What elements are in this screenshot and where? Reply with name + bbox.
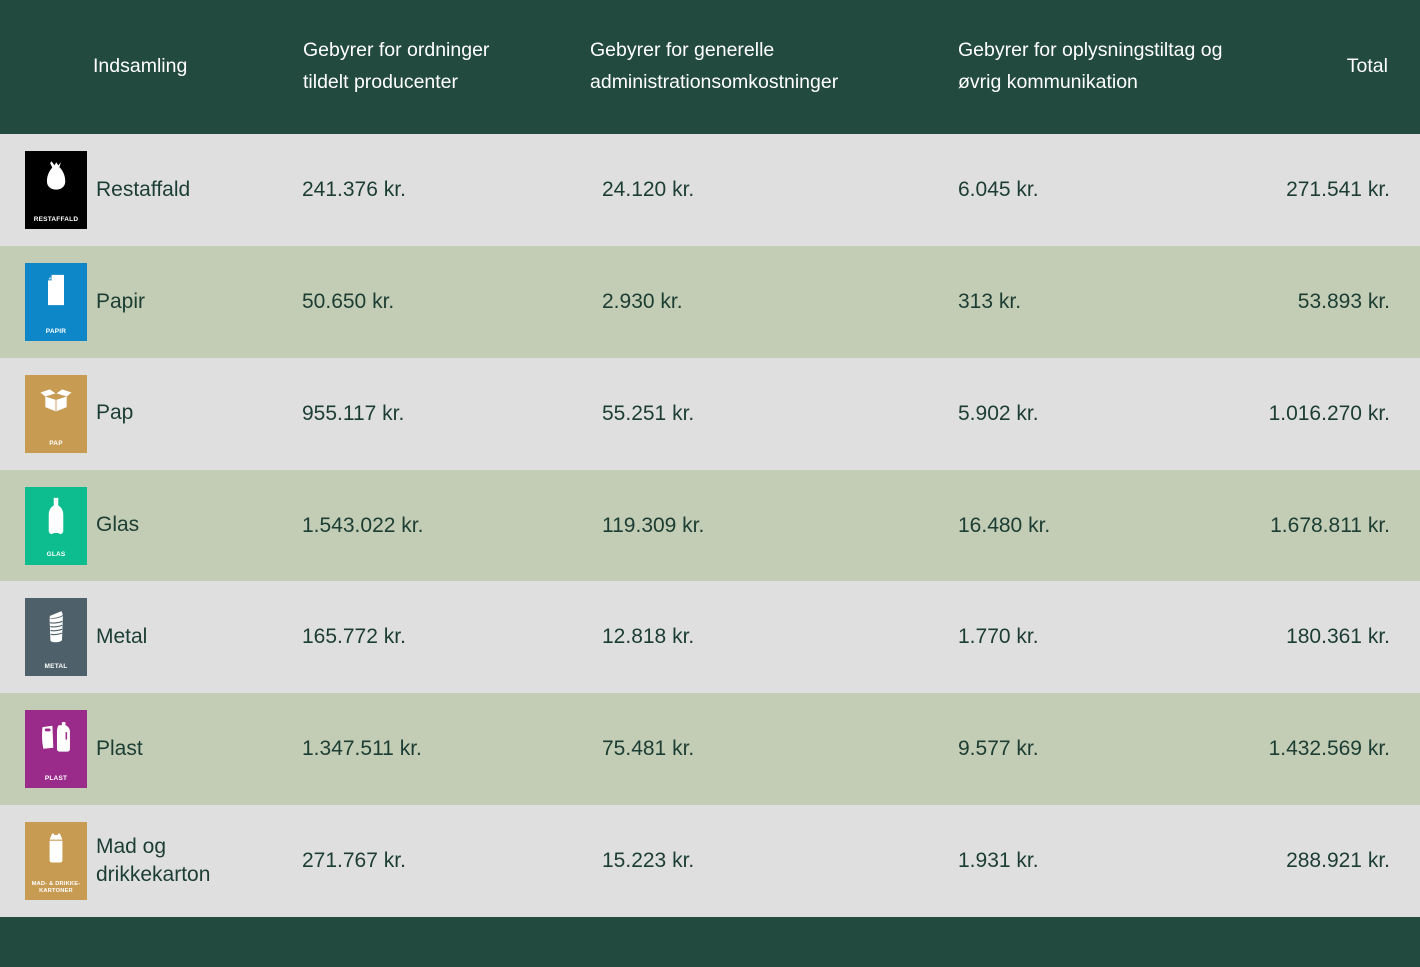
total-cell: 1.432.569 kr. (1268, 737, 1390, 761)
column-header-ordninger: Gebyrer for ordninger tildelt producente… (290, 0, 575, 134)
pictogram-label: RESTAFFALD (33, 215, 79, 223)
total-cell: 53.893 kr. (1297, 289, 1390, 313)
restaffald-waste-bag-icon: RESTAFFALD (25, 150, 87, 229)
fee-ordninger-cell: 271.767 kr. (302, 849, 406, 873)
material-cell: PLAST Plast (0, 693, 290, 805)
fee-ordninger-cell: 955.117 kr. (302, 401, 405, 425)
fee-oplysning-cell: 6.045 kr. (958, 177, 1039, 201)
fee-oplysning-cell: 1.931 kr. (958, 849, 1039, 873)
fee-ordninger-cell: 1.543.022 kr. (302, 513, 424, 537)
karton-milk-carton-icon: MAD- & DRIKKE-KARTONER (25, 822, 87, 901)
material-name: Papir (96, 289, 146, 313)
pictogram-label: MAD- & DRIKKE-KARTONER (31, 880, 81, 894)
material-cell: MAD- & DRIKKE-KARTONER Mad og drikkekart… (0, 805, 290, 917)
fee-ordninger-cell: 241.376 kr. (302, 177, 406, 201)
pap-cardboard-box-icon: PAP (25, 374, 87, 453)
fee-ordninger-cell: 50.650 kr. (302, 289, 395, 313)
total-cell: 1.678.811 kr. (1270, 513, 1390, 537)
material-name: Restaffald (96, 177, 191, 201)
total-cell: 180.361 kr. (1286, 625, 1390, 649)
material-name: Metal (96, 625, 148, 649)
column-header-label: Gebyrer for generelle administrationsomk… (590, 39, 839, 93)
fee-admin-cell: 12.818 kr. (602, 625, 695, 649)
fee-ordninger-cell: 1.347.511 kr. (302, 737, 422, 761)
column-header-label: Gebyrer for ordninger tildelt producente… (303, 39, 490, 93)
column-header-total: Total (1225, 0, 1420, 134)
fee-oplysning-cell: 1.770 kr. (958, 625, 1039, 649)
column-header-label: Gebyrer for oplysningstiltag og øvrig ko… (958, 39, 1223, 93)
fee-ordninger-cell: 165.772 kr. (302, 625, 406, 649)
material-cell: METAL Metal (0, 581, 290, 693)
column-header-label: Indsamling (93, 55, 188, 78)
pictogram-label: METAL (44, 663, 68, 671)
table-row-plast: PLAST Plast 1.347.511 kr. 75.481 kr. 9.5… (0, 693, 1420, 806)
footer-bar (0, 917, 1420, 967)
pictogram-label: GLAS (46, 551, 66, 559)
fee-admin-cell: 75.481 kr. (602, 737, 695, 761)
fee-admin-cell: 55.251 kr. (602, 401, 695, 425)
fee-oplysning-cell: 16.480 kr. (958, 513, 1051, 537)
material-cell: PAP Pap (0, 358, 290, 470)
fee-admin-cell: 2.930 kr. (602, 289, 683, 313)
column-header-indsamling: Indsamling (0, 0, 290, 134)
plast-plastic-containers-icon: PLAST (25, 710, 87, 789)
table-row-papir: PAPIR Papir 50.650 kr. 2.930 kr. 313 kr.… (0, 245, 1420, 358)
table-row-pap: PAP Pap 955.117 kr. 55.251 kr. 5.902 kr.… (0, 357, 1420, 470)
material-name: Glas (96, 513, 140, 537)
pictogram-label: PAP (49, 439, 63, 447)
fee-admin-cell: 15.223 kr. (602, 849, 695, 873)
fee-admin-cell: 24.120 kr. (602, 177, 695, 201)
pictogram-label: PAPIR (45, 327, 67, 335)
fee-oplysning-cell: 9.577 kr. (958, 737, 1039, 761)
column-header-label: Total (1346, 55, 1388, 78)
material-name: Plast (96, 737, 143, 761)
material-cell: PAPIR Papir (0, 246, 290, 358)
fee-admin-cell: 119.309 kr. (602, 513, 705, 537)
fee-oplysning-cell: 5.902 kr. (958, 401, 1039, 425)
table-body: RESTAFFALD Restaffald 241.376 kr. 24.120… (0, 134, 1420, 918)
table-row-glas: GLAS Glas 1.543.022 kr. 119.309 kr. 16.4… (0, 469, 1420, 582)
material-cell: RESTAFFALD Restaffald (0, 134, 290, 246)
table-row-karton: MAD- & DRIKKE-KARTONER Mad og drikkekart… (0, 805, 1420, 918)
column-header-oplysning: Gebyrer for oplysningstiltag og øvrig ko… (945, 0, 1225, 134)
table-row-metal: METAL Metal 165.772 kr. 12.818 kr. 1.770… (0, 581, 1420, 694)
material-name: Pap (96, 401, 134, 425)
table-header-row: Indsamling Gebyrer for ordninger tildelt… (0, 0, 1420, 134)
metal-crushed-can-icon: METAL (25, 598, 87, 677)
material-name: Mad og drikkekarton (96, 834, 211, 887)
fee-oplysning-cell: 313 kr. (958, 289, 1022, 313)
material-cell: GLAS Glas (0, 470, 290, 582)
pictogram-label: PLAST (44, 775, 68, 783)
papir-paper-sheet-icon: PAPIR (25, 262, 87, 341)
glas-bottle-icon: GLAS (25, 486, 87, 565)
table-row-restaffald: RESTAFFALD Restaffald 241.376 kr. 24.120… (0, 134, 1420, 246)
column-header-admin: Gebyrer for generelle administrationsomk… (575, 0, 945, 134)
total-cell: 288.921 kr. (1286, 849, 1390, 873)
total-cell: 1.016.270 kr. (1268, 401, 1390, 425)
total-cell: 271.541 kr. (1286, 177, 1390, 201)
